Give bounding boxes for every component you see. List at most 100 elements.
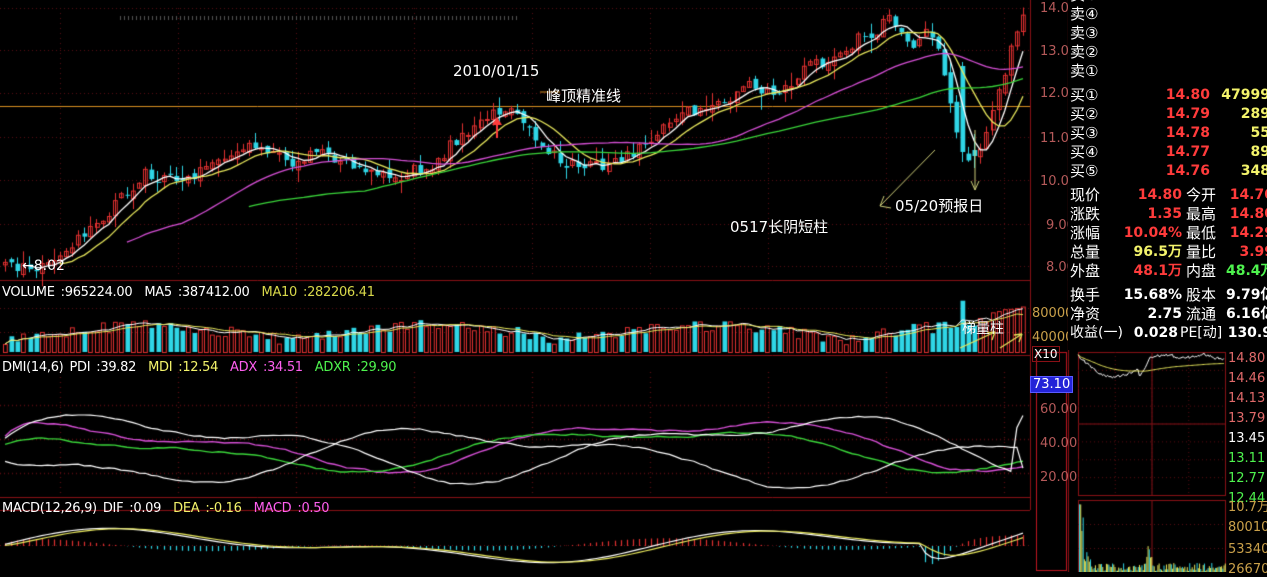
annotation-peak-line: 峰顶精准线: [546, 87, 622, 105]
order-volume: 55: [1250, 125, 1267, 141]
stat-value: 14.29: [1229, 225, 1267, 241]
dmi-cursor-value: 73.10: [1030, 376, 1074, 393]
order-label: 卖⑤: [1070, 0, 1098, 6]
stat-label: 最低: [1186, 224, 1217, 242]
order-row-sell[interactable]: 卖③: [1068, 24, 1267, 44]
order-row-sell[interactable]: 卖②: [1068, 43, 1267, 63]
order-volume: 89: [1250, 144, 1267, 160]
order-label: 买②: [1070, 105, 1099, 123]
stat-label: 收益(一): [1070, 325, 1123, 341]
stat-label: 涨幅: [1070, 224, 1101, 242]
order-row-sell[interactable]: 卖④: [1068, 5, 1267, 25]
stat-label: 净资: [1070, 305, 1101, 323]
annotation-long-bear: 0517长阴短柱: [730, 218, 829, 236]
order-label: 买①: [1070, 86, 1099, 104]
intraday-volume-tick: 53340: [1228, 542, 1267, 557]
stat-row: 收益(一) 0.028 PE[动] 130.9: [1068, 324, 1267, 344]
order-label: 卖③: [1070, 24, 1099, 42]
price-axis-tick: 9.00: [1046, 218, 1075, 233]
annotation-forecast-day: 05/20预报日: [895, 197, 984, 215]
price-axis-tick: 10.00: [1040, 174, 1078, 189]
order-volume: 289: [1240, 106, 1267, 122]
order-label: 买⑤: [1070, 162, 1099, 180]
stat-row: 总量 96.5万 量比 3.99: [1068, 243, 1267, 263]
order-row-buy[interactable]: 买② 14.79 289: [1068, 105, 1267, 125]
dmi-axis-tick: 40.00: [1040, 436, 1078, 451]
stat-value: 14.80: [1229, 206, 1267, 222]
stat-value: 14.80: [1137, 187, 1182, 203]
order-volume: 348: [1240, 163, 1267, 179]
stat-row: 涨幅 10.04% 最低 14.29: [1068, 224, 1267, 244]
stat-label: 股本: [1186, 286, 1217, 304]
order-row-buy[interactable]: 买③ 14.78 55: [1068, 124, 1267, 144]
volume-value: 965224.00: [64, 285, 133, 300]
dmi-axis-tick: 60.00: [1040, 402, 1078, 417]
stat-row: 换手 15.68% 股本 9.79亿: [1068, 286, 1267, 306]
stat-value: 15.68%: [1123, 287, 1182, 303]
intraday-price-tick: 14.46: [1228, 371, 1266, 386]
stat-label: 现价: [1070, 186, 1101, 204]
intraday-price-tick: 13.79: [1228, 411, 1266, 426]
order-row-sell[interactable]: 卖⑤: [1068, 0, 1267, 6]
dmi-axis-tick: 20.00: [1040, 470, 1078, 485]
stat-label: 最高: [1186, 205, 1217, 223]
order-price: 14.78: [1165, 125, 1210, 141]
intraday-price-tick: 13.45: [1228, 431, 1266, 446]
order-label: 买④: [1070, 143, 1099, 161]
price-axis-tick: 14.00: [1040, 1, 1078, 16]
order-row-sell[interactable]: 卖①: [1068, 62, 1267, 82]
stat-value: 14.70: [1229, 187, 1267, 203]
intraday-price-tick: 12.44: [1228, 491, 1266, 506]
stat-label: 今开: [1186, 186, 1217, 204]
dmi-indicator-header: DMI(14,6) PDI:39.82 MDI:12.54 ADX:34.51 ADXR…: [2, 360, 397, 375]
stat-value: 1.35: [1147, 206, 1182, 222]
stat-value: 130.9: [1227, 325, 1267, 341]
volume-name: VOLUME: [2, 285, 55, 300]
stat-label: 涨跌: [1070, 205, 1101, 223]
order-row-buy[interactable]: 买① 14.80 47999: [1068, 86, 1267, 106]
macd-indicator-header: MACD(12,26,9) DIF:0.09 DEA:-0.16 MACD:0.50: [2, 501, 330, 516]
stat-value: 96.5万: [1133, 244, 1182, 260]
stat-value: 3.99: [1239, 244, 1267, 260]
order-label: 卖①: [1070, 62, 1099, 80]
stat-value: 10.04%: [1123, 225, 1182, 241]
intraday-volume-tick: 26670: [1228, 562, 1267, 577]
intraday-volume-tick: 80010: [1228, 520, 1267, 535]
order-price: 14.77: [1165, 144, 1210, 160]
stat-row: 净资 2.75 流通 6.16亿: [1068, 305, 1267, 325]
stat-value: 2.75: [1147, 306, 1182, 322]
stat-label: PE[动]: [1180, 325, 1223, 341]
stat-label: 换手: [1070, 286, 1101, 304]
stat-row: 涨跌 1.35 最高 14.80: [1068, 205, 1267, 225]
volume-axis-tick: 40000: [1032, 330, 1074, 345]
stat-value: 6.16亿: [1226, 306, 1267, 322]
volume-axis-tick: 80000: [1032, 306, 1074, 321]
stat-label: 量比: [1186, 243, 1217, 261]
stat-label: 内盘: [1186, 262, 1217, 280]
order-price: 14.79: [1165, 106, 1210, 122]
macd-name: MACD(12,26,9): [2, 501, 97, 516]
stat-value: 9.79亿: [1226, 287, 1267, 303]
order-volume: 47999: [1221, 87, 1267, 103]
annotation-ladder-volume: 梯量柱: [962, 321, 1004, 337]
order-label: 卖②: [1070, 43, 1099, 61]
intraday-price-tick: 13.11: [1228, 451, 1266, 466]
price-axis-tick: 13.00: [1040, 44, 1078, 59]
left-price-marker: ←8.02: [22, 258, 65, 274]
dmi-name: DMI(14,6): [2, 360, 64, 375]
quote-panel: 卖⑤ 卖④ 卖③ 卖② 卖① 买① 14.80 47999 买② 14.79 2…: [1068, 0, 1267, 350]
intraday-price-tick: 12.77: [1228, 471, 1266, 486]
order-row-buy[interactable]: 买⑤ 14.76 348: [1068, 162, 1267, 182]
price-axis-tick: 8.00: [1046, 260, 1075, 275]
stat-value: 48.1万: [1133, 263, 1182, 279]
order-row-buy[interactable]: 买④ 14.77 89: [1068, 143, 1267, 163]
order-price: 14.80: [1165, 87, 1210, 103]
intraday-price-tick: 14.80: [1228, 351, 1266, 366]
order-price: 14.76: [1165, 163, 1210, 179]
annotation-date: 2010/01/15: [453, 62, 540, 80]
price-axis-tick: 11.00: [1040, 131, 1078, 146]
stat-value: 48.4万: [1226, 263, 1267, 279]
stat-label: 流通: [1186, 305, 1217, 323]
order-label: 卖④: [1070, 5, 1099, 23]
